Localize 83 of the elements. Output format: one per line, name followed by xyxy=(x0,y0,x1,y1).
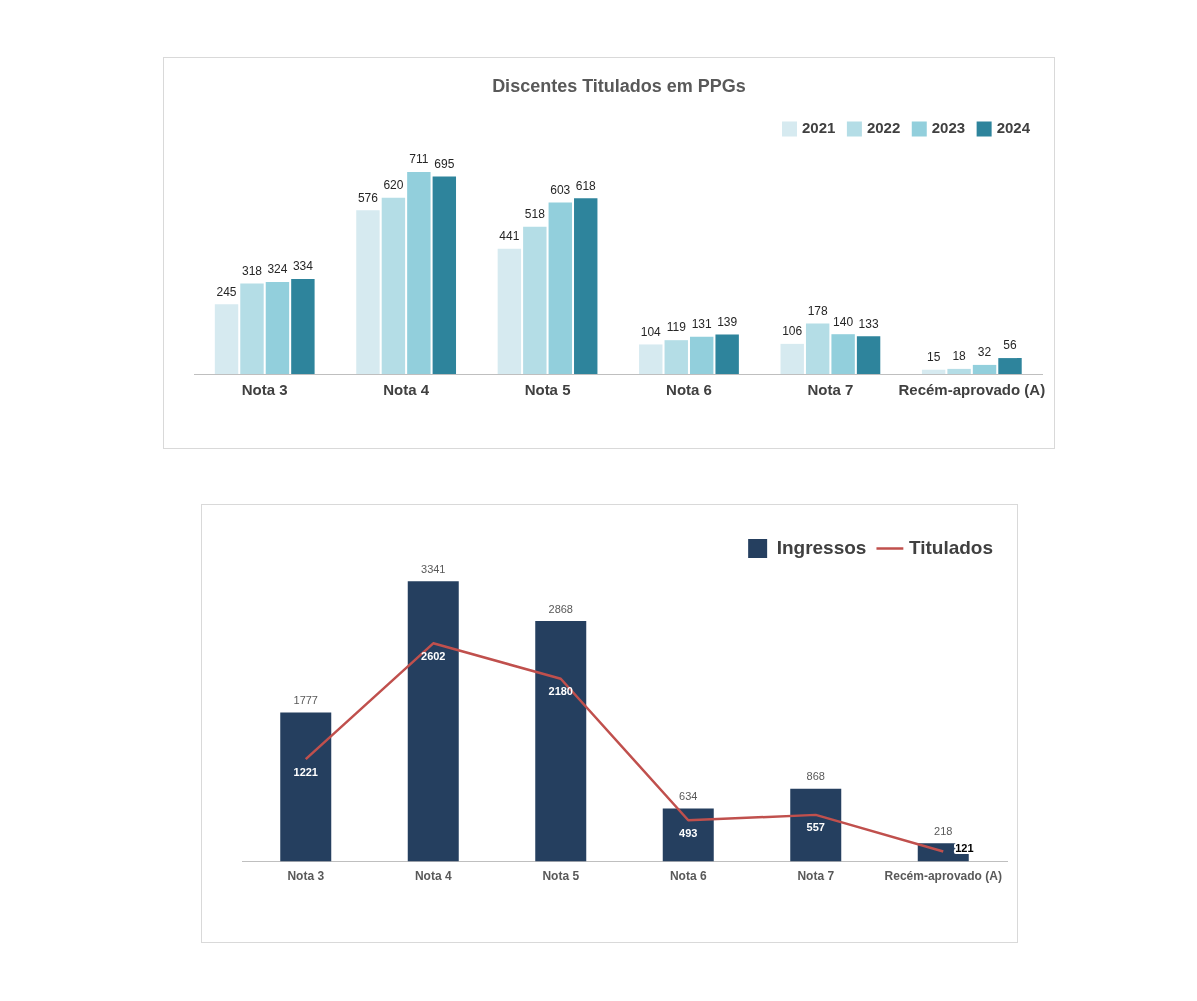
data-label: 15 xyxy=(926,350,941,365)
data-label: 18 xyxy=(952,349,967,364)
bar xyxy=(998,358,1022,374)
data-label: 2180 xyxy=(548,685,573,698)
legend-label: Ingressos xyxy=(776,536,867,558)
x-tick-label: Nota 5 xyxy=(542,869,580,884)
bar xyxy=(689,336,714,374)
bar xyxy=(715,334,739,374)
data-label: 2602 xyxy=(421,649,446,662)
x-tick-label: Nota 3 xyxy=(287,869,325,884)
x-tick-label: Nota 7 xyxy=(797,869,835,884)
x-tick-label: Nota 4 xyxy=(383,381,430,399)
legend-label: 2024 xyxy=(996,119,1031,137)
bar xyxy=(790,788,842,862)
bar xyxy=(548,202,572,374)
data-label: 493 xyxy=(679,826,698,839)
bar xyxy=(240,283,264,374)
x-tick-label: Nota 4 xyxy=(414,869,452,884)
data-label: 334 xyxy=(292,259,314,274)
legend-label: 2022 xyxy=(866,119,901,137)
bar xyxy=(407,581,459,862)
data-label: 133 xyxy=(858,316,879,331)
data-label: 119 xyxy=(666,320,687,335)
data-label: 178 xyxy=(807,303,828,318)
data-label: 131 xyxy=(691,317,713,332)
bar xyxy=(497,248,522,374)
x-tick-label: Nota 6 xyxy=(669,869,707,884)
data-label: 218 xyxy=(934,824,953,837)
data-label: 868 xyxy=(806,770,825,783)
bar xyxy=(407,171,431,374)
data-label: 634 xyxy=(679,789,698,802)
data-label: 695 xyxy=(434,156,455,171)
data-label: 2868 xyxy=(548,602,573,615)
data-label: 318 xyxy=(241,263,263,278)
x-tick-label: Nota 7 xyxy=(807,381,854,399)
bar xyxy=(214,304,239,374)
data-label: 56 xyxy=(1003,338,1017,353)
data-label: 576 xyxy=(357,190,379,205)
chart-title: Discentes Titulados em PPGs xyxy=(492,75,746,96)
bar xyxy=(265,281,290,374)
bar xyxy=(662,808,714,862)
bar xyxy=(291,279,315,374)
data-label: 140 xyxy=(833,314,854,329)
x-tick-label: Nota 3 xyxy=(241,381,288,399)
bar xyxy=(856,336,881,374)
bar xyxy=(780,343,804,374)
bar xyxy=(831,334,855,374)
data-label: 711 xyxy=(409,152,429,167)
x-tick-label: Nota 5 xyxy=(524,381,571,399)
bar xyxy=(664,340,688,374)
data-label: 557 xyxy=(806,821,825,834)
bar xyxy=(280,712,332,862)
data-label: 104 xyxy=(640,324,662,339)
data-label: 324 xyxy=(267,262,288,277)
bar xyxy=(947,368,971,374)
data-label: 620 xyxy=(383,178,404,193)
data-label: 1777 xyxy=(293,694,318,707)
bar xyxy=(972,364,997,374)
data-label: 1221 xyxy=(293,765,318,778)
data-label: 518 xyxy=(524,207,546,222)
data-label: 245 xyxy=(216,284,237,299)
data-label: 139 xyxy=(717,314,738,329)
bar xyxy=(639,344,663,374)
data-label: 32 xyxy=(977,345,992,360)
bar xyxy=(805,323,830,374)
legend-label: Titulados xyxy=(908,536,994,558)
bar xyxy=(381,197,406,374)
bar xyxy=(523,226,547,374)
bar xyxy=(356,210,380,374)
bar xyxy=(921,369,946,374)
data-label: 603 xyxy=(550,182,571,197)
x-tick-label: Recém-aprovado (A) xyxy=(898,381,1046,399)
bar xyxy=(535,621,587,862)
legend-label: 2021 xyxy=(802,119,836,137)
data-label: 3341 xyxy=(421,562,446,575)
x-tick-label: Recém-aprovado (A) xyxy=(884,869,1002,884)
data-label: 106 xyxy=(782,324,803,339)
bar xyxy=(574,198,598,374)
x-tick-label: Nota 6 xyxy=(666,381,712,399)
data-label: 441 xyxy=(499,228,520,243)
data-label: 618 xyxy=(575,178,597,193)
bar xyxy=(432,176,457,374)
legend-label: 2023 xyxy=(931,119,966,137)
